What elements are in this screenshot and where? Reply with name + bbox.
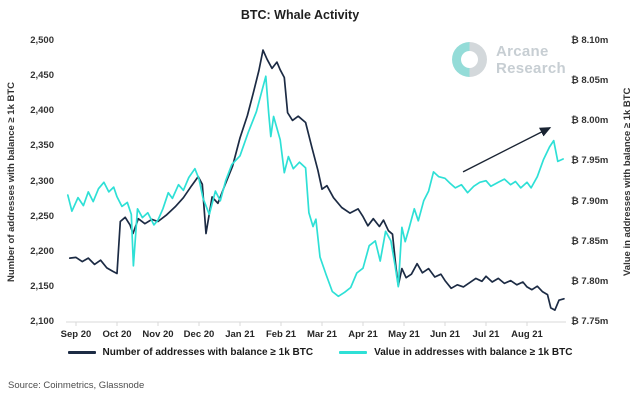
arcane-research-logo-icon: [452, 42, 487, 77]
left-axis-tick-label: 2,350: [30, 140, 54, 152]
left-axis-tick-label: 2,450: [30, 70, 54, 82]
legend: Number of addresses with balance ≥ 1k BT…: [0, 347, 640, 358]
x-axis-tick-label: Feb 21: [265, 329, 297, 340]
right-axis-tick-label: ₿ 7.80m: [571, 275, 609, 287]
left-axis-tick-label: 2,250: [30, 210, 54, 222]
right-axis-tick-label: ₿ 8.00m: [571, 115, 609, 127]
watermark-line1: Arcane: [496, 42, 549, 60]
legend-item-addresses: Number of addresses with balance ≥ 1k BT…: [67, 347, 314, 358]
legend-label-value: Value in addresses with balance ≥ 1k BTC: [374, 347, 573, 358]
x-axis-tick-label: Sep 20: [60, 329, 92, 340]
legend-swatch-cyan: [339, 351, 368, 354]
source-note: Source: Coinmetrics, Glassnode: [8, 380, 145, 391]
right-axis-tick-label: ₿ 7.85m: [571, 235, 609, 247]
x-axis-tick-label: Jul 21: [472, 329, 500, 340]
x-axis-tick-label: Oct 20: [102, 329, 132, 340]
watermark-text: Arcane Research: [496, 43, 566, 77]
legend-item-value: Value in addresses with balance ≥ 1k BTC: [339, 347, 572, 358]
legend-swatch-navy: [67, 351, 96, 354]
x-axis-tick-label: Nov 20: [142, 329, 174, 340]
left-axis-tick-label: 2,100: [30, 316, 54, 327]
right-axis-tick-label: ₿ 7.95m: [571, 155, 609, 167]
x-axis-tick-label: Apr 21: [348, 329, 378, 340]
x-axis-tick-label: Dec 20: [183, 329, 215, 340]
x-axis-tick-label: Jun 21: [429, 329, 461, 340]
x-axis-tick-label: May 21: [388, 329, 420, 340]
left-axis-tick-label: 2,500: [30, 35, 54, 46]
watermark: Arcane Research: [452, 42, 566, 77]
chart-title: BTC: Whale Activity: [240, 8, 360, 22]
watermark-line2: Research: [496, 59, 566, 77]
left-axis-tick-label: 2,150: [30, 280, 54, 292]
left-axis-tick-label: 2,300: [30, 175, 54, 187]
plot-area: [66, 49, 566, 326]
left-axis-tick-label: 2,400: [30, 105, 54, 117]
right-axis-tick-label: ₿ 7.75m: [571, 316, 609, 327]
x-axis-tick-label: Jan 21: [225, 329, 255, 340]
trend-arrow: [462, 127, 552, 173]
right-axis-tick-label: ₿ 8.10m: [571, 35, 609, 46]
legend-label-addresses: Number of addresses with balance ≥ 1k BT…: [102, 347, 314, 358]
right-axis-tick-label: ₿ 7.90m: [571, 195, 609, 207]
left-axis-tick-label: 2,200: [30, 245, 54, 257]
x-axis-tick-label: Mar 21: [306, 329, 338, 340]
x-axis-tick-label: Aug 21: [511, 329, 543, 340]
right-axis-tick-label: ₿ 8.05m: [571, 75, 609, 87]
